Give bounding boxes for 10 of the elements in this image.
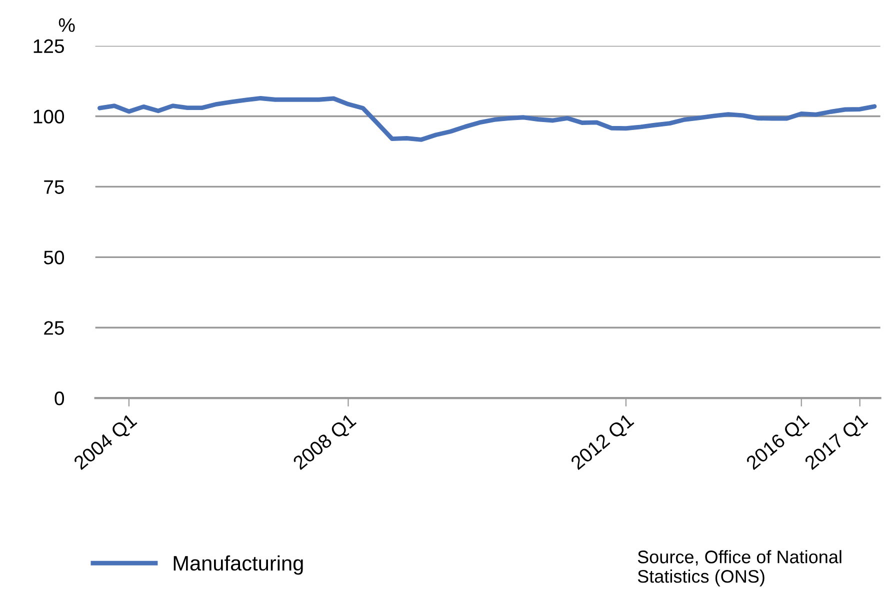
y-tick-label: 100 xyxy=(34,110,64,124)
y-tick-label: 50 xyxy=(44,250,64,264)
y-tick-label: 125 xyxy=(34,39,64,54)
source-note: Source, Office of National Statistics (ONS) xyxy=(638,550,842,586)
y-tick-label: 25 xyxy=(44,321,64,335)
y-axis-title: % xyxy=(58,18,75,32)
line-series xyxy=(97,96,877,142)
y-tick-label: 0 xyxy=(54,392,64,406)
legend-label: Manufacturing xyxy=(174,555,303,575)
y-tick-label: 75 xyxy=(44,180,64,194)
